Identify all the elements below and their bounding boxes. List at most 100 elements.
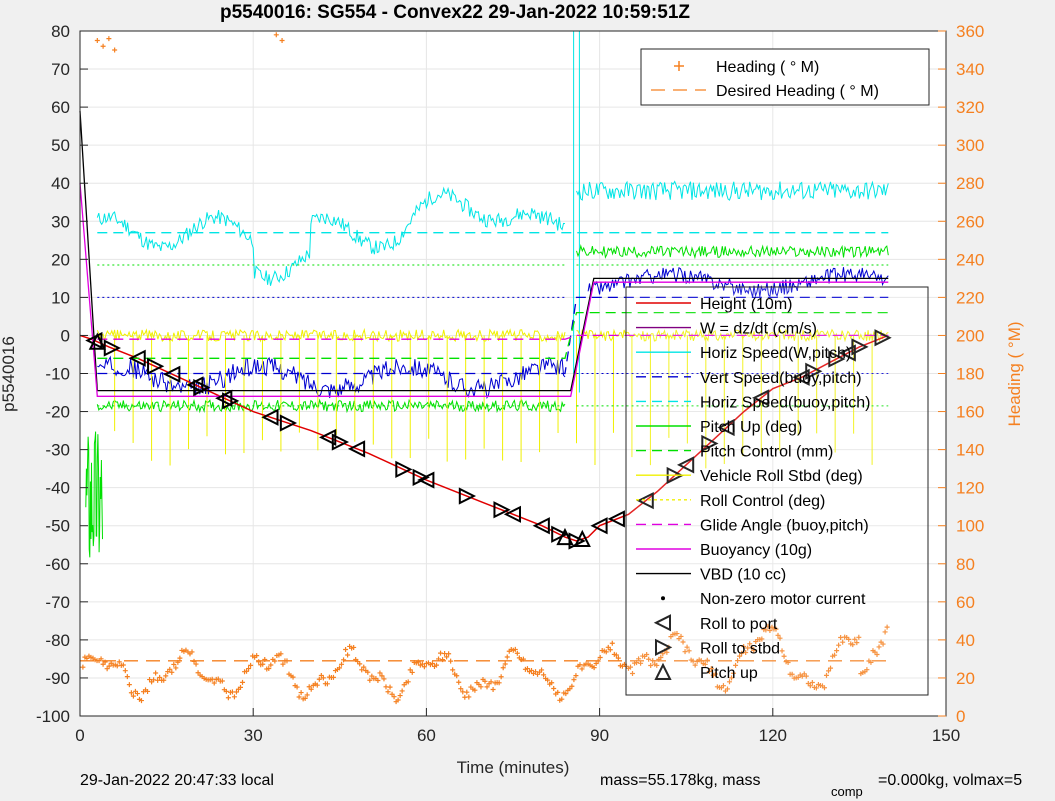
legend-main-label: VBD (10 cc) — [700, 567, 786, 584]
heading-point — [375, 678, 381, 684]
roll-to-port-marker — [676, 456, 695, 474]
y-right-tick-label: 220 — [956, 288, 984, 307]
roll-to-stbd-marker — [395, 460, 413, 479]
heading-point — [807, 683, 813, 689]
heading-point — [163, 673, 169, 679]
roll-to-port-marker — [163, 365, 181, 383]
heading-point — [106, 36, 112, 42]
legend-main-label: Roll Control (deg) — [700, 493, 825, 510]
heading-point — [193, 661, 199, 667]
heading-point — [559, 696, 565, 702]
roll-to-stbd-marker — [805, 362, 823, 380]
footer-mass: mass=55.178kg, mass — [600, 772, 761, 789]
roll-to-port-marker — [503, 505, 521, 523]
heading-point — [343, 646, 349, 652]
x-tick-label: 60 — [417, 726, 436, 745]
heading-point — [759, 636, 765, 642]
y-tick-label: -80 — [45, 631, 70, 650]
heading-point — [735, 658, 741, 664]
heading-point — [809, 680, 815, 686]
y-tick-label: 60 — [51, 98, 70, 117]
heading-point — [128, 690, 134, 696]
heading-point — [456, 679, 462, 685]
heading-point — [484, 684, 490, 690]
heading-point — [260, 661, 266, 667]
heading-point — [765, 623, 771, 629]
heading-point — [130, 693, 136, 699]
heading-point — [124, 674, 130, 680]
heading-point — [161, 677, 167, 683]
series-line — [79, 183, 889, 397]
heading-point — [407, 667, 413, 673]
legend-heading-label: Desired Heading ( ° M) — [716, 83, 879, 100]
legend-main-marker — [655, 638, 673, 657]
heading-point — [698, 658, 704, 664]
heading-point — [102, 659, 108, 665]
heading-point — [284, 658, 290, 664]
roll-to-port-marker — [532, 517, 550, 535]
heading-point — [591, 665, 597, 671]
heading-point — [240, 679, 246, 685]
heading-point — [98, 656, 104, 662]
y-tick-label: -70 — [45, 593, 70, 612]
heading-point — [464, 689, 470, 695]
heading-point — [731, 670, 737, 676]
heading-point — [466, 694, 472, 700]
heading-point — [248, 662, 254, 668]
y-tick-label: 80 — [51, 22, 70, 41]
roll-to-stbd-marker — [874, 329, 892, 347]
heading-point — [741, 644, 747, 650]
heading-point — [549, 680, 555, 686]
legend-main-label: Pitch Control (mm) — [700, 444, 833, 461]
heading-point — [254, 653, 260, 659]
heading-point — [692, 662, 698, 668]
heading-point — [684, 644, 690, 650]
heading-point — [607, 647, 613, 653]
heading-point — [106, 663, 112, 669]
roll-to-stbd-marker — [331, 433, 350, 451]
pitch-up-descent-line — [85, 431, 103, 558]
footer-local-time: 29-Jan-2022 20:47:33 local — [80, 772, 274, 789]
heading-point — [379, 673, 385, 679]
heading-point — [615, 655, 621, 661]
heading-point — [173, 665, 179, 671]
y-right-tick-label: 320 — [956, 98, 984, 117]
heading-point — [638, 660, 644, 666]
heading-point — [361, 664, 367, 670]
legend-main-box — [625, 286, 929, 696]
heading-point — [419, 661, 425, 667]
heading-point — [496, 680, 502, 686]
legend-main-marker — [654, 662, 672, 680]
y-right-tick-label: 80 — [956, 555, 975, 574]
heading-point — [262, 657, 268, 663]
heading-point — [279, 38, 285, 44]
heading-point — [674, 631, 680, 637]
series-line — [97, 311, 889, 359]
heading-point — [512, 646, 518, 652]
heading-point — [244, 668, 250, 674]
heading-point — [650, 658, 656, 664]
legend-main-label: Horiz Speed(buoy,pitch) — [700, 394, 870, 411]
heading-point — [434, 662, 440, 668]
roll-to-stbd-marker — [193, 378, 211, 397]
legend-main-label: Roll to stbd — [700, 640, 780, 657]
heading-point — [747, 641, 753, 647]
x-tick-label: 150 — [932, 726, 960, 745]
y-tick-label: 50 — [51, 136, 70, 155]
y-right-tick-label: 260 — [956, 212, 984, 231]
legend-heading-label: Heading ( ° M) — [716, 59, 819, 76]
heading-point — [280, 661, 286, 667]
heading-point — [749, 645, 755, 651]
y-tick-label: -10 — [45, 365, 70, 384]
heading-point — [524, 666, 530, 672]
heading-point — [80, 664, 86, 670]
heading-point — [359, 667, 365, 673]
heading-point — [613, 652, 619, 658]
roll-to-stbd-marker — [828, 350, 846, 368]
heading-point — [636, 656, 642, 662]
legend-main-marker — [653, 614, 671, 632]
heading-point — [298, 690, 304, 696]
heading-point — [294, 684, 300, 690]
heading-point — [278, 651, 284, 657]
roll-to-stbd-marker — [551, 525, 569, 543]
